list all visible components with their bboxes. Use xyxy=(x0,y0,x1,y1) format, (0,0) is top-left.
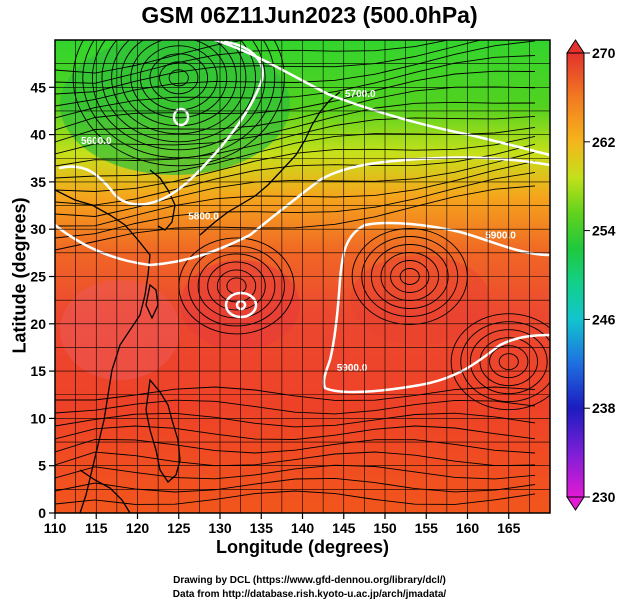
y-tick-label: 40 xyxy=(30,127,46,143)
warm-region xyxy=(60,280,180,380)
streamline-westerly xyxy=(55,160,536,227)
streamline-westerly xyxy=(55,55,536,119)
x-tick-label: 110 xyxy=(44,520,67,536)
streamline-westerly xyxy=(55,70,536,131)
streamline-westerly xyxy=(55,135,536,192)
colorbar-bottom-arrow xyxy=(566,496,585,511)
x-tick-label: 155 xyxy=(415,520,439,536)
contour-5900 xyxy=(322,221,550,394)
contour-5600 xyxy=(58,40,264,206)
contour-5700 xyxy=(213,40,550,157)
contour-label: 5900.0 xyxy=(485,231,516,242)
colorbar: 230 238 246 254 262 270 xyxy=(566,39,616,511)
coastline-taiwan xyxy=(145,283,159,320)
high-center-ring xyxy=(224,291,258,319)
wind-streamlines xyxy=(55,40,550,505)
credit-data: Data from http://database.rish.kyoto-u.a… xyxy=(172,589,447,600)
lat-lon-grid xyxy=(55,40,550,513)
cold-region xyxy=(60,40,290,175)
y-tick-label: 10 xyxy=(30,410,46,426)
streamline-loop xyxy=(188,245,285,327)
x-axis-ticks: 110 115 120 125 130 135 140 145 150 155 160 165 xyxy=(44,513,521,536)
streamline-tropical xyxy=(55,439,536,454)
coastline-philippines xyxy=(145,378,181,483)
x-tick-label: 150 xyxy=(373,520,397,536)
credit-drawing: Drawing by DCL (https://www.gfd-dennou.o… xyxy=(173,575,446,586)
high-center-ring-inner xyxy=(235,299,247,311)
x-tick-label: 130 xyxy=(208,520,232,536)
colorbar-gradient xyxy=(566,52,585,498)
streamline-westerly xyxy=(55,40,247,74)
streamline-tropical xyxy=(55,399,536,415)
colorbar-tick-label: 238 xyxy=(592,400,616,416)
x-tick-label: 120 xyxy=(126,520,150,536)
streamline-loop xyxy=(197,253,276,319)
colorbar-tick-label: 262 xyxy=(592,134,616,150)
y-tick-label: 20 xyxy=(30,316,46,332)
streamline-tropical xyxy=(55,451,536,467)
colorbar-tick-label: 254 xyxy=(592,223,616,239)
x-tick-label: 145 xyxy=(332,520,356,536)
contour-label: 5900.0 xyxy=(337,363,368,374)
y-axis-ticks: 0 5 10 15 20 25 30 35 40 45 xyxy=(30,79,55,521)
coastline-asia xyxy=(55,189,151,513)
coastline-borneo xyxy=(79,469,131,513)
x-tick-label: 115 xyxy=(85,520,108,536)
colorbar-ticks: 230 238 246 254 262 270 xyxy=(584,45,616,505)
streamline-westerly xyxy=(55,40,483,95)
streamline-loop xyxy=(207,261,266,311)
warm-region xyxy=(180,260,300,350)
streamline-loop xyxy=(216,269,257,303)
streamline-westerly xyxy=(55,151,536,217)
colorbar-tick-label: 230 xyxy=(592,489,616,505)
streamline-tropical xyxy=(55,490,536,505)
streamline-tropical xyxy=(55,425,536,440)
colorbar-top-arrow xyxy=(566,39,585,54)
streamline-westerly xyxy=(55,40,536,107)
x-tick-label: 140 xyxy=(291,520,315,536)
y-tick-label: 45 xyxy=(30,79,46,95)
y-tick-label: 15 xyxy=(30,363,46,379)
contour-label: 5700.0 xyxy=(345,89,376,100)
y-tick-label: 5 xyxy=(38,458,46,474)
streamline-westerly xyxy=(55,101,536,155)
colorbar-tick-label: 270 xyxy=(592,45,616,61)
streamline-westerly xyxy=(55,40,451,84)
y-tick-label: 30 xyxy=(30,221,46,237)
streamline-tropical xyxy=(55,464,536,480)
y-axis-label: Latitude (degrees) xyxy=(9,197,30,354)
coastline-korea xyxy=(149,169,176,231)
low-center-ring xyxy=(172,107,190,127)
y-tick-label: 35 xyxy=(30,174,46,190)
streamline-tropical xyxy=(55,477,536,493)
y-tick-label: 0 xyxy=(38,505,46,521)
height-contours xyxy=(55,40,550,394)
streamline-westerly xyxy=(55,185,536,251)
x-axis-label: Longitude (degrees) xyxy=(215,537,389,557)
colorbar-tick-label: 246 xyxy=(592,311,616,327)
chart-title: GSM 06Z11Jun2023 (500.0hPa) xyxy=(141,2,478,28)
x-tick-label: 125 xyxy=(167,520,191,536)
streamline-westerly xyxy=(55,143,536,206)
y-tick-label: 25 xyxy=(30,269,46,285)
x-tick-label: 165 xyxy=(497,520,521,536)
streamline-westerly xyxy=(55,171,536,239)
streamline-tropical xyxy=(55,412,536,428)
contour-label: 5800.0 xyxy=(188,212,219,223)
x-tick-label: 160 xyxy=(456,520,480,536)
x-tick-label: 135 xyxy=(250,520,274,536)
